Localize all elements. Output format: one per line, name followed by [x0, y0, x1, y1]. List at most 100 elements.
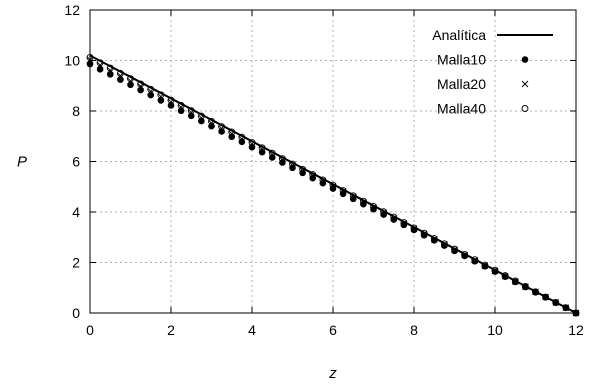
data-point-malla10	[461, 252, 468, 260]
data-point-malla40	[542, 293, 550, 301]
data-point-malla20	[258, 146, 266, 153]
data-point-malla20	[198, 114, 205, 122]
data-point-malla20	[96, 61, 104, 69]
data-point-malla40	[268, 149, 276, 157]
data-point-malla10	[430, 236, 438, 244]
legend-marker-malla10	[521, 56, 529, 63]
data-point-malla10	[420, 231, 428, 239]
plot-data	[86, 54, 580, 317]
data-point-malla10	[400, 221, 408, 229]
data-point-malla20	[187, 109, 195, 116]
data-point-malla40	[106, 64, 114, 72]
y-axis-label: P	[17, 154, 27, 171]
data-point-malla40	[339, 187, 347, 194]
data-point-malla20	[208, 119, 215, 127]
data-point-malla20	[268, 151, 276, 159]
data-point-malla40	[552, 298, 560, 306]
data-point-malla20	[106, 67, 114, 74]
legend-marker-malla20	[521, 80, 529, 88]
data-point-malla40	[96, 59, 104, 67]
data-point-malla40	[147, 85, 155, 93]
data-point-malla20	[137, 82, 144, 90]
data-point-malla40	[208, 117, 215, 125]
legend: Analítica Malla10 Malla20 Malla40	[432, 27, 553, 117]
data-point-malla40	[157, 91, 165, 99]
data-point-malla20	[380, 209, 387, 217]
x-tick-label: 0	[86, 322, 94, 338]
data-point-malla40	[289, 160, 296, 168]
data-point-malla20	[289, 161, 296, 169]
y-tick-label: 2	[72, 255, 80, 271]
data-point-malla40	[400, 219, 408, 227]
data-point-malla40	[187, 107, 195, 115]
data-point-malla40	[471, 256, 479, 264]
data-point-malla20	[127, 77, 134, 85]
data-point-malla20	[157, 93, 165, 100]
data-point-malla40	[461, 250, 469, 258]
y-tick-label: 4	[72, 204, 80, 220]
data-point-malla40	[532, 288, 539, 296]
data-point-malla10	[96, 66, 104, 73]
data-point-malla40	[491, 266, 499, 274]
x-tick-label: 12	[568, 322, 584, 338]
data-point-malla40	[319, 176, 327, 184]
data-point-malla40	[197, 112, 205, 120]
data-point-malla40	[248, 139, 256, 147]
data-point-malla20	[218, 125, 225, 132]
data-point-malla40	[501, 272, 509, 280]
data-point-malla40	[177, 101, 185, 109]
data-point-malla10	[309, 174, 317, 182]
data-point-malla40	[511, 277, 519, 285]
data-point-malla40	[390, 213, 398, 221]
data-point-malla20	[228, 130, 236, 138]
data-point-malla40	[370, 202, 377, 210]
data-point-malla40	[420, 229, 428, 237]
data-point-malla40	[137, 80, 145, 88]
data-point-malla40	[238, 133, 246, 141]
data-point-malla40	[309, 171, 317, 179]
data-point-malla10	[471, 257, 479, 265]
data-point-malla40	[228, 128, 236, 136]
y-tick-label: 8	[72, 103, 80, 119]
data-point-malla20	[309, 172, 317, 180]
data-point-malla40	[167, 96, 175, 104]
data-point-malla40	[359, 197, 367, 205]
data-point-malla10	[127, 81, 134, 89]
x-tick-label: 4	[248, 322, 256, 338]
data-point-malla40	[380, 208, 388, 216]
x-tick-label: 8	[410, 322, 418, 338]
data-point-malla10	[441, 242, 448, 249]
data-point-malla20	[147, 87, 155, 95]
data-point-malla40	[258, 144, 266, 152]
x-tick-label: 10	[487, 322, 503, 338]
data-point-malla20	[299, 167, 306, 174]
grid	[90, 10, 576, 313]
y-tick-label: 10	[64, 53, 80, 69]
data-point-malla40	[440, 240, 448, 248]
legend-label-malla10: Malla10	[437, 52, 486, 68]
y-tick-label: 0	[72, 305, 80, 321]
data-point-malla10	[299, 169, 306, 177]
data-point-malla10	[137, 86, 144, 94]
data-point-malla40	[410, 224, 418, 232]
data-point-malla10	[117, 76, 124, 83]
data-point-malla20	[360, 198, 367, 206]
data-point-malla10	[410, 226, 418, 234]
data-point-malla40	[430, 235, 438, 242]
data-point-malla20	[319, 177, 327, 185]
legend-marker-malla40	[521, 105, 529, 112]
axis-ticks: 0 2 4 6 8 10 12 0 2 4 6 8 10 12	[64, 2, 584, 338]
data-point-malla20	[390, 214, 398, 222]
x-tick-label: 6	[329, 322, 337, 338]
data-point-malla20	[339, 188, 347, 195]
data-point-malla40	[329, 181, 337, 189]
data-point-malla20	[117, 72, 124, 79]
data-point-malla10	[147, 91, 155, 99]
x-axis-label: z	[328, 365, 337, 382]
y-tick-label: 12	[64, 2, 80, 18]
data-point-malla20	[167, 98, 175, 106]
data-point-malla40	[349, 192, 357, 200]
legend-label-malla20: Malla20	[437, 76, 486, 92]
data-point-malla40	[278, 155, 286, 163]
